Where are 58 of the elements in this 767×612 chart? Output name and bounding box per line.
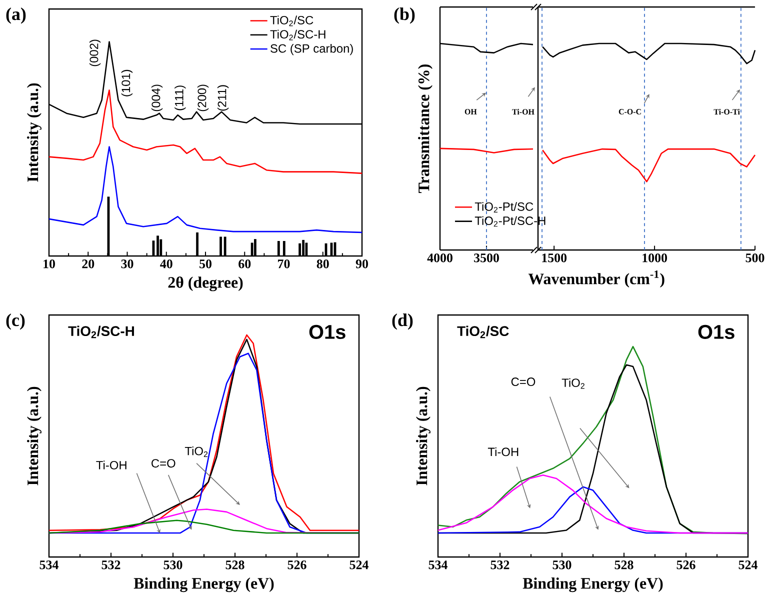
legend-label: SC (SP carbon) [270, 44, 353, 56]
chart-title: (d) [392, 314, 413, 330]
x-tick-label: 4000 [427, 254, 452, 262]
x-tick-label: 500 [746, 254, 764, 262]
x-tick-label: 50 [200, 260, 212, 268]
x-tick-label: 530 [164, 560, 182, 570]
y-axis-title: Intensity (a.u.) [26, 83, 42, 182]
legend-label: TiO$_{2}$-Pt/SC [474, 202, 534, 213]
x-tick-label: 80 [316, 260, 329, 268]
annotation: O1s [309, 324, 346, 339]
x-tick-label: 10 [44, 260, 55, 268]
annotation: Ti-OH [96, 460, 126, 470]
annotation: C=O [511, 378, 536, 386]
annotation: (101) [121, 70, 132, 96]
annotation: (211) [217, 85, 229, 111]
annotation: (004) [151, 84, 163, 112]
x-tick-label: 524 [350, 560, 368, 570]
x-axis-title: Binding Energy (eV) [134, 578, 274, 592]
x-tick-label: 528 [226, 560, 244, 570]
annotation: C=O [152, 459, 176, 468]
x-tick-label: 1000 [642, 254, 668, 262]
x-tick-label: 60 [238, 260, 251, 268]
x-tick-label: 20 [82, 260, 94, 268]
y-axis-title: Intensity (a.u.) [416, 386, 430, 486]
annotation: TiO$_{2}$ [184, 446, 208, 457]
x-tick-label: 528 [614, 560, 634, 570]
text: O1s [698, 324, 734, 339]
chart-title: (a) [6, 8, 26, 24]
legend-label: TiO$_{2}$/SC [270, 16, 314, 26]
chart-title: (b) [394, 8, 415, 24]
annotation: TiO$_{2}$ [562, 378, 584, 389]
x-tick-label: 3500 [474, 254, 499, 262]
x-axis-title: Wavenumber (cm$^{-1}$) [528, 270, 664, 288]
x-tick-label: 530 [552, 560, 572, 570]
annotation: Ti-OH [488, 447, 518, 456]
y-axis-title: Transmittance (%) [418, 64, 432, 193]
y-axis-title: Intensity (a.u.) [26, 386, 42, 486]
x-tick-label: 526 [676, 560, 696, 570]
x-tick-label: 534 [428, 560, 448, 570]
text: TiO$_{2}$/SC [457, 326, 509, 338]
x-tick-label: 534 [40, 560, 58, 570]
annotation: (200) [197, 84, 209, 112]
x-tick-label: 40 [160, 260, 172, 268]
x-tick-label: 526 [288, 560, 306, 570]
x-tick-label: 30 [121, 260, 134, 268]
chart-title: (c) [6, 314, 25, 330]
x-tick-label: 90 [356, 260, 368, 268]
annotation: TiO$_{2}$/SC-H [68, 326, 134, 338]
x-tick-label: 532 [102, 560, 120, 570]
x-tick-label: 1500 [542, 254, 567, 262]
legend-label: TiO$_{2}$/SC-H [270, 30, 326, 40]
x-tick-label: 524 [738, 560, 758, 570]
x-axis-title: 2θ (degree) [168, 276, 243, 292]
x-tick-label: 532 [490, 560, 510, 570]
x-tick-label: 70 [278, 260, 290, 268]
x-axis-title: Binding Energy (eV) [522, 578, 663, 592]
annotation: (111) [174, 86, 186, 110]
annotation: (002) [89, 40, 101, 66]
